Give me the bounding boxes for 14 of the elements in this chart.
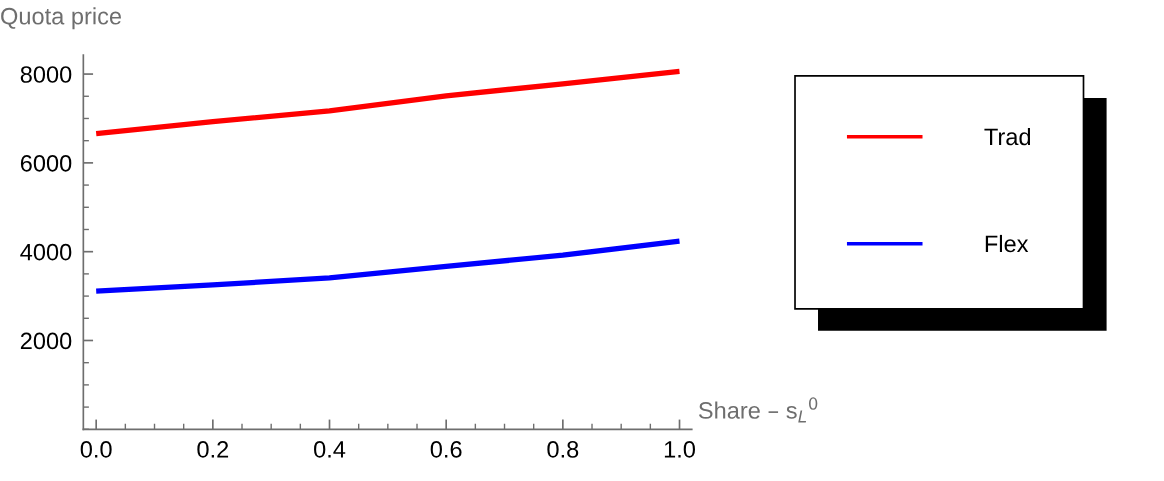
x-tick-label: 1.0 bbox=[664, 441, 695, 458]
x-tick-label: 0.8 bbox=[547, 441, 579, 458]
y-tick-label: 8000 bbox=[20, 66, 72, 83]
x-tick-label: 0.4 bbox=[314, 441, 346, 458]
y-tick-label: 4000 bbox=[20, 243, 72, 261]
x-tick-label: 0.2 bbox=[197, 441, 229, 458]
y-tick-label: 2000 bbox=[20, 332, 72, 350]
x-axis-title: Share – s$_{L}$$^{0}$ bbox=[698, 397, 818, 423]
y-tick-label: 6000 bbox=[20, 154, 72, 172]
x-tick-label: 0.0 bbox=[80, 441, 112, 458]
x-tick-label: 0.6 bbox=[430, 441, 462, 458]
text: Trad bbox=[984, 127, 1031, 146]
text: Flex bbox=[985, 234, 1029, 253]
y-axis-title: Quota price bbox=[1, 7, 122, 30]
